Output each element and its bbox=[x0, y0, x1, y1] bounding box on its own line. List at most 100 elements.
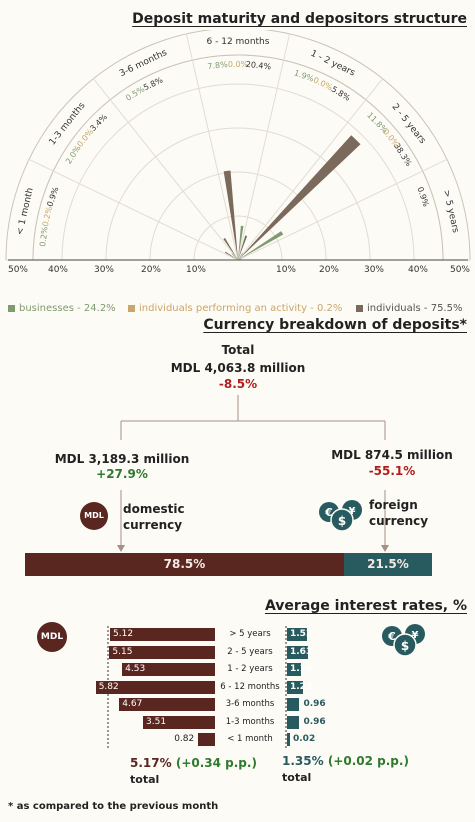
rate-bar-mdl: 5.12 bbox=[110, 628, 215, 641]
grid-arc bbox=[105, 127, 371, 261]
sector-divider bbox=[92, 78, 239, 261]
total-label: Total bbox=[221, 343, 255, 357]
rate-value-fx: 0.96 bbox=[303, 699, 326, 709]
scale-label-left: 20% bbox=[141, 265, 161, 275]
sector-divider bbox=[28, 158, 239, 261]
radial-bar-businesses bbox=[238, 231, 284, 260]
radial-bar-businesses bbox=[237, 257, 238, 260]
sector-value-label: 0.0% bbox=[228, 60, 249, 69]
legend-label-individuals-activity: individuals performing an activity - 0.2… bbox=[139, 303, 343, 314]
rates-mdl-icon: MDL bbox=[37, 622, 67, 652]
sector-divider bbox=[237, 158, 448, 261]
rate-value-fx: 0.02 bbox=[293, 734, 316, 744]
sector-value-label: 5.8% bbox=[142, 75, 165, 92]
scale-label-left: 50% bbox=[8, 265, 28, 275]
rate-bar-mdl bbox=[198, 733, 215, 746]
fx-total: 1.35% (+0.02 p.p.) bbox=[282, 754, 409, 768]
legend-individuals-activity: individuals performing an activity - 0.2… bbox=[128, 303, 342, 314]
rates-title: Average interest rates, % bbox=[264, 598, 467, 614]
radial-bar-individuals bbox=[238, 135, 361, 260]
sector-divider bbox=[185, 33, 239, 261]
foreign-currency-coins-icon: € ¥ $ bbox=[319, 500, 362, 532]
total-value: MDL 4,063.8 million bbox=[170, 361, 306, 375]
sector-value-label: 7.8% bbox=[207, 60, 229, 71]
fx-total-word: total bbox=[282, 771, 312, 784]
rate-bar-fx: 1.10 bbox=[287, 663, 312, 676]
sector-label: 1 - 2 years bbox=[309, 49, 357, 79]
svg-text:€: € bbox=[324, 506, 333, 519]
legend-swatch-individuals-activity bbox=[128, 304, 135, 312]
rate-category: 6 - 12 months bbox=[220, 682, 280, 692]
mdl-total: 5.17% (+0.34 p.p.) bbox=[130, 756, 257, 770]
foreign-change: -55.1% bbox=[368, 464, 416, 478]
svg-text:¥: ¥ bbox=[412, 630, 419, 641]
sector-value-label: 0.2% bbox=[38, 226, 49, 248]
foreign-label: foreign currency bbox=[369, 498, 429, 528]
mdl-total-value: 5.17% bbox=[130, 756, 172, 770]
radial-chart-title: Deposit maturity and depositors structur… bbox=[132, 11, 467, 27]
scale-label-right: 50% bbox=[450, 265, 470, 275]
rate-bar-fx bbox=[287, 733, 290, 746]
inner-arc bbox=[32, 54, 444, 261]
foreign-share-label: 21.5% bbox=[367, 557, 409, 571]
total-change: -8.5% bbox=[218, 377, 258, 391]
radial-bar-individuals bbox=[223, 170, 238, 260]
legend-label-businesses: businesses - 24.2% bbox=[19, 303, 116, 314]
domestic-share-bar: 78.5% bbox=[25, 553, 344, 576]
sector-value-label: 20.4% bbox=[245, 60, 272, 72]
scale-label-right: 40% bbox=[408, 265, 428, 275]
scale-label-right: 10% bbox=[276, 265, 296, 275]
foreign-value: MDL 874.5 million bbox=[331, 448, 453, 462]
rate-bar-fx: 1.23 bbox=[287, 681, 312, 694]
radial-chart: 50% 40% 30% 20% 10% 10% 20% 30% 40% 50%< 1 month0… bbox=[5, 30, 471, 275]
radial-bar-businesses bbox=[238, 225, 244, 260]
fx-total-change: (+0.02 p.p.) bbox=[327, 754, 409, 768]
sector-value-label: 0.9% bbox=[45, 185, 60, 208]
sector-label: > 5 years bbox=[441, 189, 461, 234]
rate-bar-fx: 1.52 bbox=[287, 628, 312, 641]
radial-bar-businesses bbox=[231, 253, 238, 260]
radial-bar-individuals bbox=[224, 251, 238, 260]
foreign-share-bar: 21.5% bbox=[344, 553, 432, 576]
rate-bar-mdl: 5.82 bbox=[95, 681, 215, 694]
scale-label-left: 30% bbox=[94, 265, 114, 275]
legend-swatch-individuals bbox=[356, 304, 363, 312]
legend-label-individuals: individuals - 75.5% bbox=[367, 303, 463, 314]
legend-swatch-businesses bbox=[8, 304, 15, 312]
domestic-change: +27.9% bbox=[96, 467, 148, 481]
rate-category: 3-6 months bbox=[225, 699, 275, 709]
sector-label: 6 - 12 months bbox=[207, 37, 270, 47]
rate-bar-fx bbox=[287, 716, 300, 729]
sector-value-label: 0.9% bbox=[415, 186, 430, 209]
scale-label-right: 20% bbox=[319, 265, 339, 275]
radial-bar-individuals bbox=[238, 258, 242, 260]
radial-bar-individuals bbox=[223, 238, 238, 260]
radial-bar-individuals bbox=[234, 259, 238, 260]
currency-connector-lines bbox=[117, 395, 389, 552]
footnote: * as compared to the previous month bbox=[8, 801, 219, 812]
sector-value-label: 3.4% bbox=[88, 112, 109, 133]
sector-label: 3-6 months bbox=[118, 48, 169, 79]
scale-label-right: 30% bbox=[364, 265, 384, 275]
svg-text:€: € bbox=[387, 630, 396, 643]
radial-bar-businesses bbox=[238, 252, 243, 260]
grid-arc bbox=[149, 171, 327, 261]
domestic-share-label: 78.5% bbox=[163, 557, 206, 571]
rate-category: 1-3 months bbox=[225, 717, 275, 727]
grid-arc bbox=[193, 215, 283, 261]
rate-bar-mdl: 5.15 bbox=[109, 646, 215, 659]
sector-value-label: 38.3% bbox=[392, 142, 413, 169]
scale-label-left: 10% bbox=[186, 265, 206, 275]
rate-category: < 1 month bbox=[227, 734, 273, 744]
mdl-currency-icon: MDL bbox=[80, 502, 108, 530]
legend-individuals: individuals - 75.5% bbox=[356, 303, 462, 314]
rate-category: 2 - 5 years bbox=[227, 647, 273, 657]
sector-label: < 1 month bbox=[15, 187, 35, 236]
sector-value-label: 0.2% bbox=[41, 205, 54, 227]
outer-arc bbox=[5, 30, 471, 261]
legend-businesses: businesses - 24.2% bbox=[8, 303, 116, 314]
grid-arc bbox=[61, 83, 415, 261]
rate-value-mdl: 0.82 bbox=[174, 734, 195, 744]
fx-total-value: 1.35% bbox=[282, 754, 324, 768]
svg-text:$: $ bbox=[338, 514, 346, 528]
